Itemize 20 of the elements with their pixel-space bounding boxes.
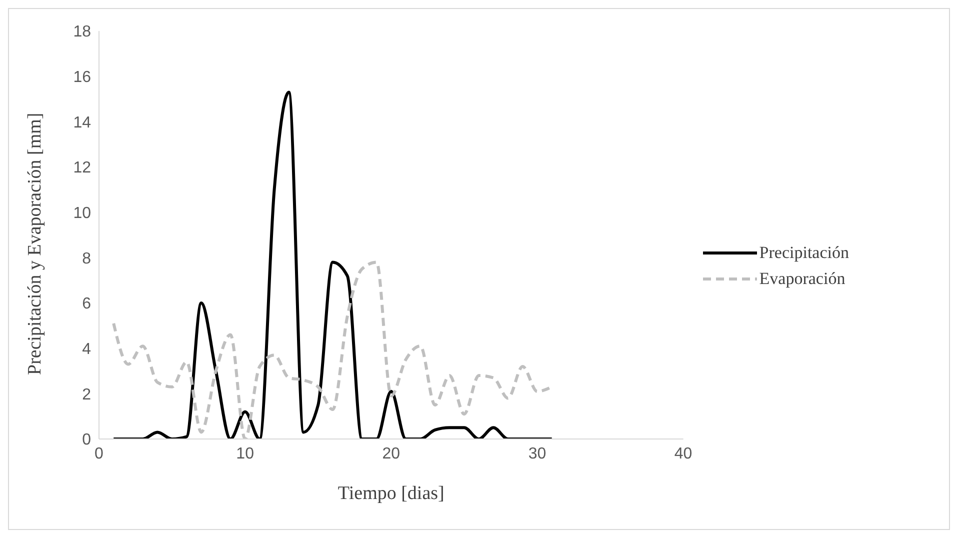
y-tick-label: 18 [73, 24, 92, 41]
y-tick-label: 2 [82, 386, 92, 404]
y-tick-label: 6 [82, 296, 92, 313]
y-tick-label: 8 [82, 250, 92, 268]
x-axis-title: Tiempo [dias] [338, 483, 444, 504]
y-tick-label: 4 [82, 341, 92, 358]
y-tick-label: 12 [73, 160, 92, 177]
y-tick-label: 0 [82, 432, 92, 449]
y-tick-label: 16 [73, 69, 92, 86]
x-tick-label: 0 [94, 445, 104, 462]
line-series [112, 90, 554, 439]
legend-label: Evaporación [759, 269, 846, 289]
x-tick-label: 40 [674, 445, 692, 462]
y-axis-title: Precipitación y Evaporación [mm] [24, 112, 46, 375]
x-tick-label: 20 [382, 445, 400, 462]
x-tick-label: 10 [236, 445, 254, 462]
y-tick-label: 10 [73, 205, 92, 222]
x-tick-label: 30 [528, 445, 546, 462]
y-tick-label: 14 [73, 114, 92, 132]
legend-label: Precipitación [759, 243, 849, 263]
